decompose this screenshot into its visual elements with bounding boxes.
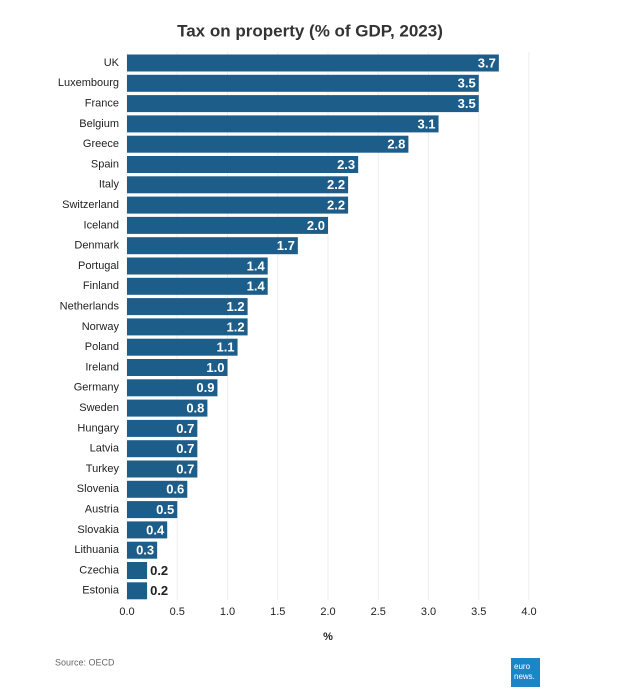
value-label: 0.7 (176, 461, 194, 476)
x-tick-label: 0.0 (119, 606, 134, 618)
x-tick-label: 2.5 (371, 606, 386, 618)
bar (127, 216, 328, 234)
value-label: 1.4 (247, 258, 266, 273)
bar (127, 460, 198, 478)
y-tick-label: Lithuania (74, 544, 120, 556)
value-label: 0.7 (176, 441, 194, 456)
bar (127, 582, 148, 600)
y-tick-label: Iceland (84, 219, 119, 231)
value-label: 0.7 (176, 421, 194, 436)
value-label: 2.3 (337, 157, 355, 172)
y-tick-label: Austria (85, 504, 120, 516)
value-label: 3.5 (458, 76, 476, 91)
bar (127, 440, 198, 458)
y-tick-label: Sweden (79, 402, 119, 414)
bar (127, 196, 349, 214)
bar (127, 419, 198, 437)
value-label: 2.2 (327, 177, 345, 192)
bar (127, 562, 148, 579)
y-tick-label: Norway (82, 321, 120, 333)
y-tick-label: Slovakia (77, 524, 119, 536)
value-label: 3.5 (458, 96, 476, 111)
bar (127, 521, 168, 539)
bar (127, 135, 409, 153)
value-label: 1.7 (277, 238, 295, 253)
bar (127, 318, 248, 336)
y-tick-label: Switzerland (62, 199, 119, 211)
y-tick-label: Hungary (77, 422, 119, 434)
y-tick-label: Estonia (82, 585, 120, 597)
value-label: 1.0 (206, 360, 224, 375)
y-tick-label: Germany (74, 382, 120, 394)
y-tick-label: Greece (83, 138, 119, 150)
bar (127, 237, 298, 255)
value-label: 1.2 (227, 319, 245, 334)
bar (127, 399, 208, 417)
value-label: 2.8 (387, 137, 405, 152)
logo-text: euro (514, 662, 531, 671)
source: Source: OECD (55, 657, 115, 667)
y-tick-label: Denmark (74, 240, 119, 252)
bar (127, 480, 188, 498)
x-axis-label: % (323, 631, 333, 643)
y-tick-label: Portugal (78, 260, 119, 272)
y-tick-label: France (85, 98, 119, 110)
y-tick-label: Luxembourg (58, 77, 119, 89)
bar (127, 298, 248, 316)
bar (127, 95, 479, 113)
x-tick-label: 3.5 (471, 606, 486, 618)
y-tick-label: Finland (83, 280, 119, 292)
y-tick-label: Poland (85, 341, 119, 353)
y-tick-label: Slovenia (77, 483, 120, 495)
value-label: 2.2 (327, 198, 345, 213)
x-tick-label: 0.5 (170, 606, 185, 618)
y-tick-label: Italy (99, 179, 120, 191)
y-tick-label: Spain (91, 158, 119, 170)
chart-title: Tax on property (% of GDP, 2023) (177, 21, 443, 40)
value-label: 3.1 (417, 116, 435, 131)
bar (127, 379, 218, 397)
value-label: 0.6 (166, 482, 184, 497)
y-tick-label: Netherlands (60, 301, 120, 313)
value-label: 2.0 (307, 218, 325, 233)
bar (127, 115, 439, 133)
value-label: 0.5 (156, 502, 174, 517)
logo-text: news. (514, 672, 535, 681)
bar (127, 176, 349, 194)
bar (127, 541, 158, 559)
value-label: 3.7 (478, 55, 496, 70)
x-tick-label: 1.0 (220, 606, 235, 618)
value-label: 1.1 (216, 340, 234, 355)
value-label: 0.2 (150, 563, 168, 578)
bar (127, 156, 359, 173)
value-label: 0.9 (196, 380, 214, 395)
x-tick-label: 1.5 (270, 606, 285, 618)
value-label: 0.4 (146, 522, 165, 537)
y-tick-label: Czechia (79, 564, 120, 576)
x-tick-label: 2.0 (320, 606, 335, 618)
bar (127, 74, 479, 92)
bar (127, 257, 268, 275)
y-tick-label: Belgium (79, 118, 119, 130)
y-tick-label: Latvia (90, 443, 120, 455)
value-label: 0.8 (186, 401, 204, 416)
bar (127, 54, 499, 72)
y-tick-label: UK (104, 57, 120, 69)
y-tick-label: Turkey (86, 463, 120, 475)
bar (127, 501, 178, 519)
value-label: 1.4 (247, 279, 266, 294)
value-label: 0.3 (136, 543, 154, 558)
x-tick-label: 3.0 (421, 606, 436, 618)
y-tick-label: Ireland (85, 361, 119, 373)
bar (127, 277, 268, 295)
value-label: 1.2 (227, 299, 245, 314)
x-tick-label: 4.0 (521, 606, 536, 618)
bar (127, 338, 238, 356)
bar (127, 359, 228, 376)
logo-box (511, 658, 540, 687)
value-label: 0.2 (150, 583, 168, 598)
